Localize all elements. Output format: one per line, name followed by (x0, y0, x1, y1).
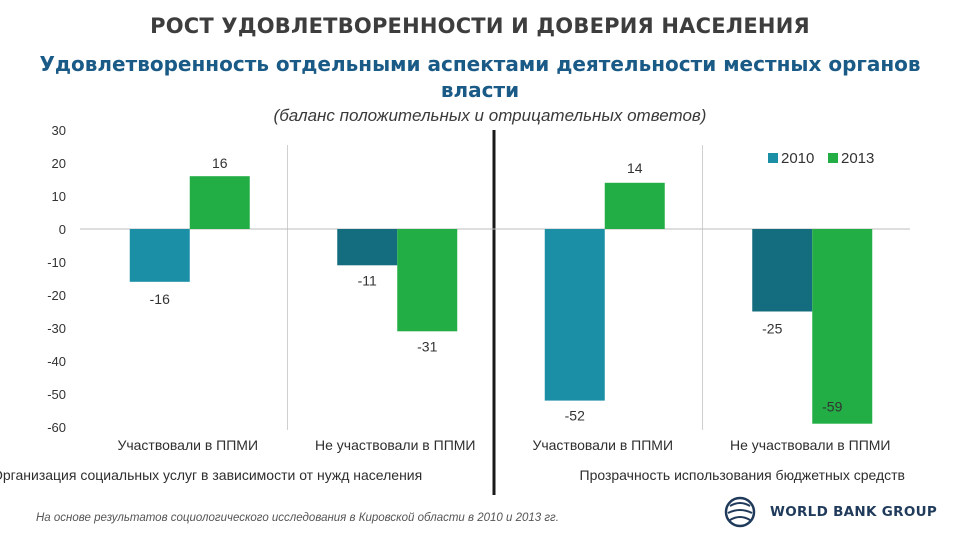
y-tick-label: -60 (47, 420, 66, 435)
y-tick-label: 10 (52, 189, 66, 204)
page-title: РОСТ УДОВЛЕТВОРЕННОСТИ И ДОВЕРИЯ НАСЕЛЕН… (150, 14, 810, 38)
x-category-label: Участвовали в ППМИ (117, 437, 258, 453)
globe-icon (724, 496, 756, 528)
legend-swatch-2013 (828, 153, 838, 163)
bar-2010 (544, 229, 605, 401)
chart-subtitle: Удовлетворенность отдельными аспектами д… (39, 52, 921, 102)
bar-2010 (337, 229, 398, 266)
world-bank-logo: WORLD BANK GROUP (724, 496, 944, 528)
legend-label-2010: 2010 (781, 150, 814, 167)
data-label-2010: -25 (762, 321, 782, 337)
x-category-label: Не участвовали в ППМИ (730, 437, 890, 453)
data-label-2010: -16 (150, 291, 170, 307)
bar-chart: 3020100-10-20-30-40-50-60-1616Участвовал… (0, 123, 910, 495)
y-tick-label: -40 (47, 354, 66, 369)
x-category-label: Не участвовали в ППМИ (315, 437, 475, 453)
bar-2013 (397, 229, 458, 332)
data-label-2013: -59 (822, 399, 842, 415)
y-tick-label: -50 (47, 387, 66, 402)
y-tick-label: 0 (59, 222, 66, 237)
x-group-label: Прозрачность использования бюджетных сре… (580, 467, 906, 483)
y-tick-label: 30 (52, 123, 66, 138)
x-group-label: Организация социальных услуг в зависимос… (0, 467, 422, 483)
legend-swatch-2010 (768, 153, 778, 163)
y-tick-label: 20 (52, 156, 66, 171)
data-label-2013: -31 (417, 338, 437, 354)
bar-2010 (129, 229, 190, 282)
bar-2013 (812, 229, 873, 424)
source-footnote: На основе результатов социологического и… (36, 512, 559, 524)
x-category-label: Участвовали в ППМИ (532, 437, 673, 453)
data-label-2013: 16 (212, 155, 228, 171)
legend-label-2013: 2013 (841, 150, 874, 167)
bar-2013 (604, 182, 665, 229)
logo-text: WORLD BANK GROUP (770, 504, 938, 520)
bar-2010 (752, 229, 813, 312)
data-label-2013: 14 (627, 160, 643, 176)
chart-note: (баланс положительных и отрицательных от… (273, 106, 707, 125)
y-tick-label: -30 (47, 321, 66, 336)
data-label-2010: -52 (565, 408, 585, 424)
bar-2013 (189, 176, 250, 229)
data-label-2010: -11 (358, 272, 377, 288)
y-tick-label: -10 (47, 255, 66, 270)
y-tick-label: -20 (47, 288, 66, 303)
